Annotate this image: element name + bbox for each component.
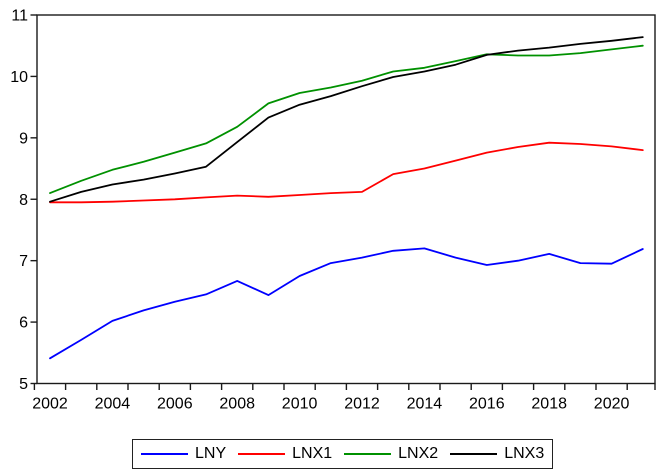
- svg-text:9: 9: [19, 130, 28, 147]
- svg-text:10: 10: [10, 69, 28, 86]
- svg-text:2016: 2016: [469, 396, 505, 413]
- legend-item-lnx3: LNX3: [450, 444, 545, 463]
- svg-text:2020: 2020: [594, 396, 630, 413]
- legend-item-lny: LNY: [141, 444, 227, 463]
- lnx2-line-swatch: [344, 453, 392, 455]
- legend-item-lnx1: LNX1: [238, 444, 333, 463]
- legend-label-lnx2: LNX2: [398, 444, 439, 462]
- svg-text:5: 5: [19, 376, 28, 393]
- lnx1-line-swatch: [238, 453, 286, 455]
- legend-item-lnx2: LNX2: [344, 444, 439, 463]
- svg-text:2008: 2008: [219, 396, 255, 413]
- svg-text:2014: 2014: [407, 396, 443, 413]
- svg-text:2006: 2006: [157, 396, 193, 413]
- svg-text:11: 11: [11, 8, 28, 25]
- legend-label-lny: LNY: [195, 444, 227, 462]
- lny-line-swatch: [141, 453, 188, 455]
- chart-legend: LNY LNX1 LNX2 LNX3: [132, 439, 554, 469]
- svg-text:2010: 2010: [282, 396, 318, 413]
- legend-label-lnx1: LNX1: [292, 444, 333, 462]
- legend-label-lnx3: LNX3: [504, 444, 545, 462]
- svg-text:8: 8: [19, 192, 28, 209]
- svg-text:2018: 2018: [531, 396, 567, 413]
- svg-text:2012: 2012: [344, 396, 380, 413]
- svg-text:2002: 2002: [32, 396, 68, 413]
- lnx3-line-swatch: [450, 453, 498, 455]
- svg-text:7: 7: [19, 253, 28, 270]
- svg-text:6: 6: [19, 315, 28, 332]
- svg-text:2004: 2004: [95, 396, 131, 413]
